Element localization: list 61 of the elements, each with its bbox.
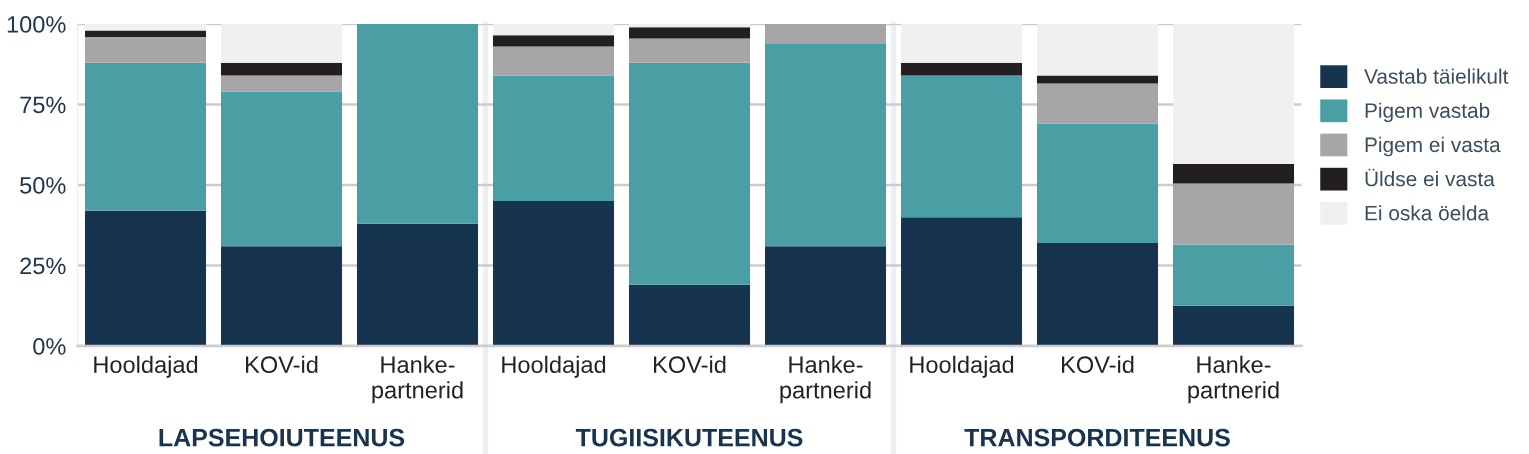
x-tick-label: Hanke- partnerid [780, 355, 871, 404]
bar [764, 24, 887, 44]
bar [84, 36, 207, 63]
bar [84, 24, 207, 31]
bar [900, 217, 1023, 346]
y-tick-label: 50% [20, 177, 66, 194]
bar [900, 75, 1023, 218]
bar [1172, 183, 1295, 245]
bar [220, 24, 343, 63]
bar [220, 62, 343, 76]
text: LAPSEHOIUTEENUS [159, 428, 405, 447]
bar [492, 46, 615, 76]
bar [764, 43, 887, 247]
x-tick-label: Hooldajad [910, 355, 1014, 378]
bar [356, 24, 479, 224]
bar [1172, 164, 1295, 184]
bar [1172, 305, 1295, 346]
bar [900, 24, 1023, 63]
legend-label: Üldse ei vasta [1365, 168, 1495, 187]
bar [764, 246, 887, 346]
x-tick-label: Hanke- partnerid [372, 355, 463, 404]
legend-label: Pigem ei vasta [1365, 136, 1501, 157]
bar [628, 27, 751, 39]
bar [1036, 75, 1159, 84]
legend-label: Vastab täielikult [1364, 68, 1509, 84]
bar [1172, 24, 1295, 165]
bar [628, 38, 751, 63]
bar [628, 284, 751, 346]
bar [1036, 242, 1159, 346]
text: TUGIISIKUTEENUS [575, 428, 803, 447]
bar [84, 30, 207, 37]
y-tick-label: 25% [20, 257, 66, 275]
bar [492, 201, 615, 346]
bar [900, 62, 1023, 76]
bar [84, 62, 207, 211]
legend-label: Ei oska öelda [1365, 205, 1490, 221]
x-tick-label: KOV-id [246, 355, 318, 374]
y-tick-label: 100% [7, 16, 66, 33]
x-tick-label: Hanke- partnerid [1188, 355, 1279, 404]
bar [492, 75, 615, 202]
text: TRANSPORDITEENUS [964, 428, 1230, 447]
y-tick-label: 0% [33, 338, 66, 355]
x-tick-label: Hooldajad [502, 355, 606, 378]
bar [492, 24, 615, 36]
x-tick-label: KOV-id [654, 355, 726, 374]
bar [1172, 244, 1295, 306]
bar [492, 35, 615, 47]
legend-label: Pigem vastab [1365, 102, 1490, 123]
x-tick-label: KOV-id [1062, 355, 1134, 374]
bar [220, 75, 343, 92]
bar [1036, 24, 1159, 76]
bar [628, 24, 751, 28]
bar [1036, 123, 1159, 243]
bar [628, 62, 751, 285]
bar [356, 223, 479, 346]
y-tick-label: 75% [20, 96, 66, 114]
bar [220, 246, 343, 346]
bar [84, 210, 207, 346]
x-tick-label: Hooldajad [94, 355, 198, 378]
bar [220, 91, 343, 247]
bar [1036, 83, 1159, 124]
